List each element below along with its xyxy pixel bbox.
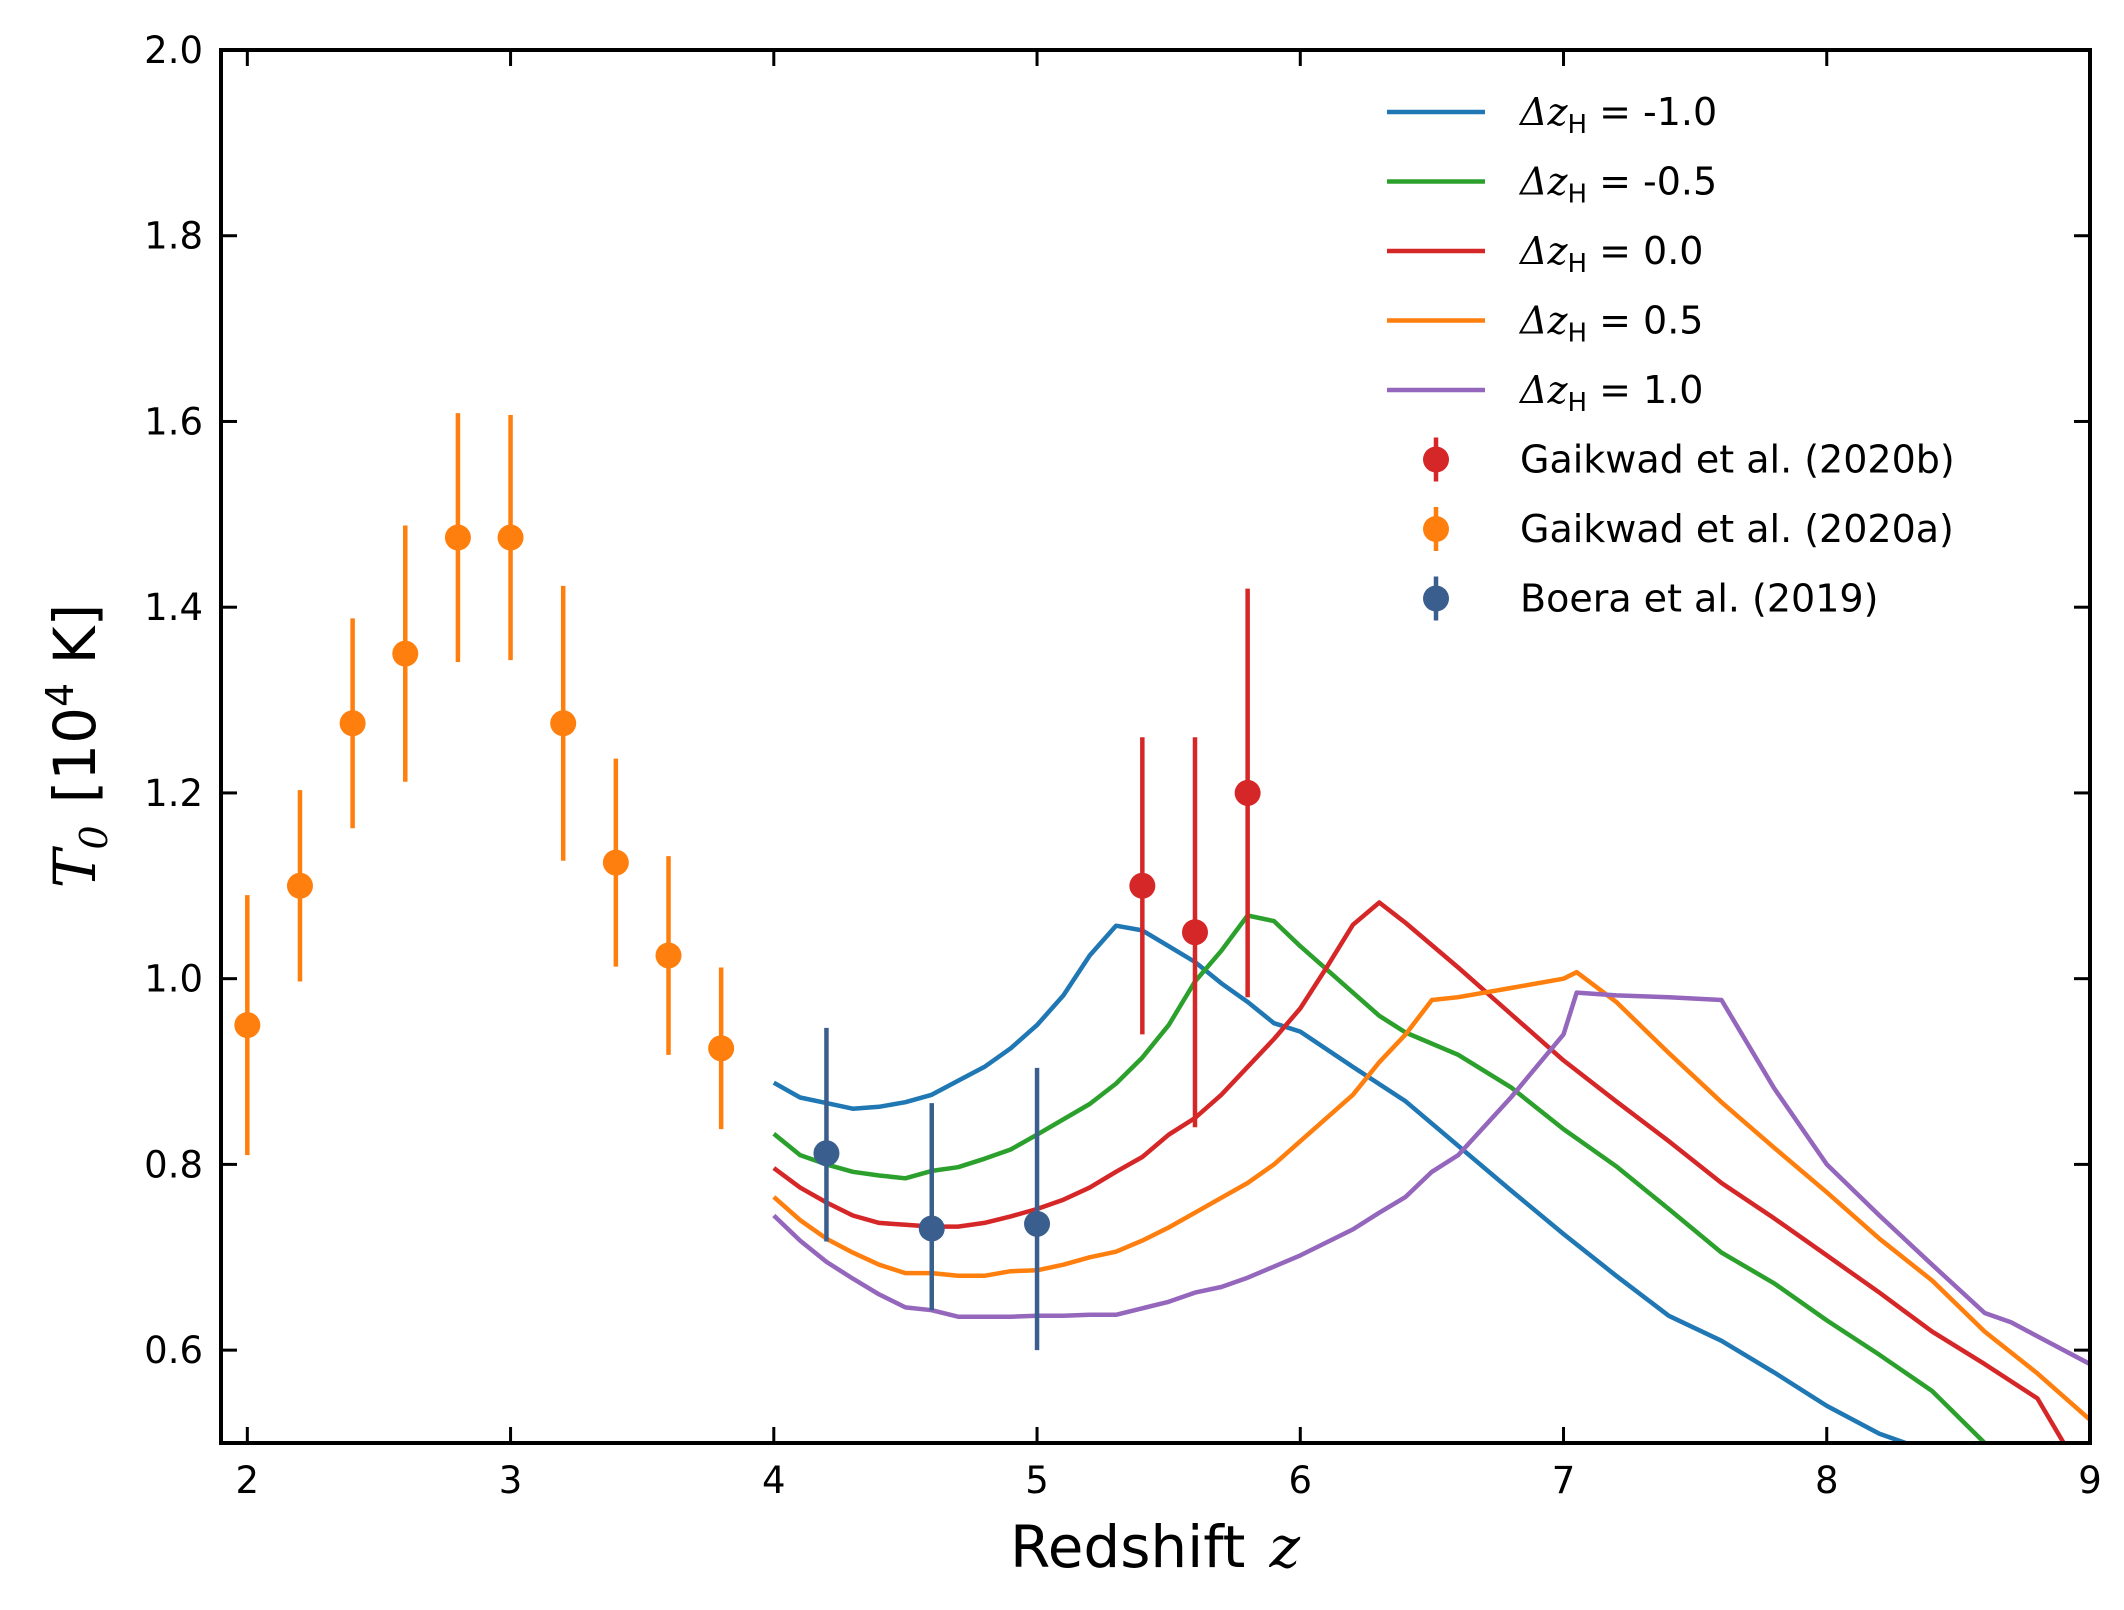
series-line-1: [772, 913, 1987, 1443]
data-point-2-2: [1024, 1210, 1051, 1237]
series-line-2: [772, 900, 2066, 1443]
legend-marker-2: [1423, 585, 1449, 612]
x-axis-label-text: Redshift: [1010, 1513, 1245, 1581]
legend-label-2: ΔzH = 0.0: [1518, 229, 1703, 279]
data-points-layer: [234, 413, 1261, 1351]
legend-label-4: ΔzH = 1.0: [1518, 368, 1703, 418]
data-point-2-1: [918, 1215, 945, 1242]
x-tick-label-4: 6: [1289, 1459, 1313, 1502]
legend-marker-1: [1423, 516, 1449, 542]
x-tick-label-7: 9: [2078, 1459, 2102, 1502]
legend-prefix: Δz: [1518, 90, 1568, 134]
series-line-0: [772, 923, 1907, 1443]
y-tick-label-6: 1.8: [144, 215, 203, 258]
legend-data-label-2: Boera et al. (2019): [1520, 577, 1878, 621]
legend-label-1: ΔzH = -0.5: [1518, 160, 1717, 210]
legend-label-0: ΔzH = -1.0: [1518, 90, 1717, 140]
y-tick-label-2: 1.0: [144, 958, 203, 1001]
plot-frame: [219, 48, 2092, 1445]
data-point-0-1: [1181, 919, 1208, 946]
legend-label-3: ΔzH = 0.5: [1518, 299, 1703, 349]
x-tick-label-5: 7: [1552, 1459, 1576, 1502]
x-tick-label-1: 3: [499, 1459, 523, 1502]
legend-prefix-subscript: H: [1567, 249, 1587, 279]
y-axis-label-unit: [10: [41, 707, 109, 803]
y-axis-label-subscript: 0: [72, 825, 116, 849]
y-axis-label-exponent: 4: [38, 683, 82, 707]
y-axis-label: T0 [104 K]: [38, 604, 116, 889]
data-point-1-8: [655, 942, 682, 969]
legend-prefix-subscript: H: [1567, 319, 1587, 349]
data-point-1-5: [497, 524, 524, 551]
y-tick-label-1: 0.8: [144, 1143, 203, 1186]
legend-value: = 1.0: [1587, 368, 1703, 412]
x-tick-label-2: 4: [762, 1459, 786, 1502]
x-axis-label-symbol: z: [1268, 1513, 1300, 1581]
legend-prefix-subscript: H: [1567, 180, 1587, 210]
data-point-1-6: [550, 710, 577, 737]
y-tick-label-7: 2.0: [144, 29, 203, 72]
legend-value: = -1.0: [1587, 90, 1717, 134]
data-point-1-3: [392, 640, 419, 667]
data-point-1-7: [602, 849, 629, 876]
x-axis: 2 3 4 5 6 7 8 9: [236, 50, 2102, 1502]
legend-prefix: Δz: [1518, 299, 1568, 343]
data-point-0-0: [1129, 872, 1156, 899]
data-point-2-0: [813, 1140, 840, 1167]
y-axis-label-unit-end: K]: [41, 604, 109, 683]
series-layer: [772, 900, 2090, 1443]
y-tick-label-0: 0.6: [144, 1329, 203, 1372]
legend-prefix-subscript: H: [1567, 110, 1587, 140]
data-point-1-4: [444, 524, 471, 551]
legend-prefix-subscript: H: [1567, 388, 1587, 418]
series-line-3: [772, 969, 2090, 1422]
x-tick-label-6: 8: [1815, 1459, 1839, 1502]
legend-value: = 0.0: [1587, 229, 1703, 273]
series-line-4: [772, 990, 2090, 1367]
data-point-1-9: [708, 1035, 735, 1062]
legend-marker-0: [1423, 446, 1449, 473]
legend-data-label-1: Gaikwad et al. (2020a): [1520, 507, 1954, 551]
y-tick-label-3: 1.2: [144, 772, 203, 815]
y-tick-label-5: 1.6: [144, 400, 203, 443]
legend-value: = 0.5: [1587, 299, 1703, 343]
x-tick-label-0: 2: [236, 1459, 260, 1502]
x-tick-label-3: 5: [1025, 1459, 1049, 1502]
y-axis: 0.6 0.8 1.0 1.2 1.4 1.6 1.8 2.0: [144, 29, 2090, 1372]
legend-data-label-0: Gaikwad et al. (2020b): [1520, 438, 1955, 482]
data-point-1-2: [339, 710, 366, 737]
legend-prefix: Δz: [1518, 368, 1568, 412]
data-point-1-1: [286, 872, 313, 899]
legend-prefix: Δz: [1518, 160, 1568, 204]
data-point-0-2: [1234, 779, 1261, 806]
x-axis-label: Redshift z: [1010, 1513, 1300, 1581]
y-axis-label-symbol: T: [41, 845, 109, 888]
legend-value: = -0.5: [1587, 160, 1717, 204]
legend-prefix: Δz: [1518, 229, 1568, 273]
y-tick-label-4: 1.4: [144, 586, 203, 629]
data-point-1-0: [234, 1012, 261, 1039]
